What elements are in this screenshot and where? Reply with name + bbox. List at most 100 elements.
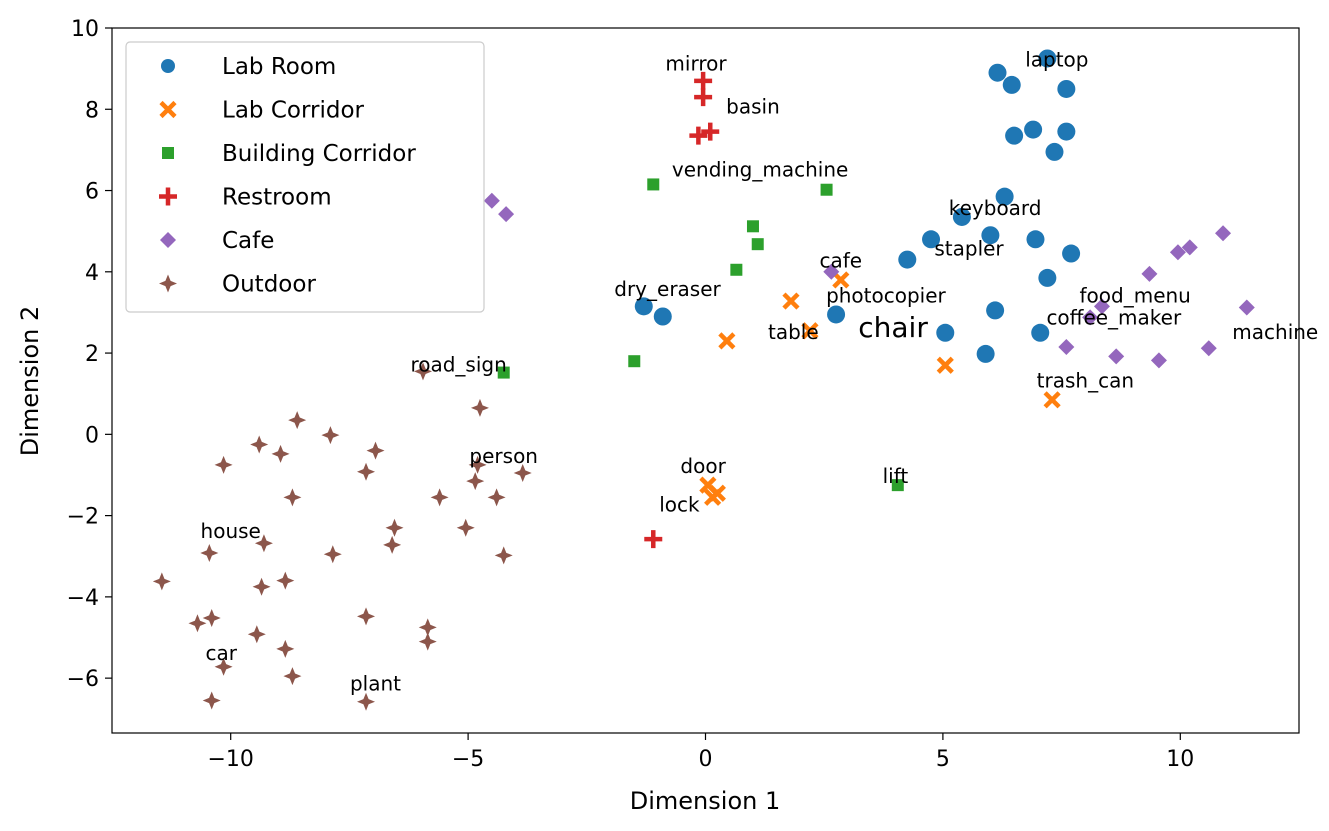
data-point: [272, 445, 290, 463]
data-point: [730, 264, 742, 276]
y-axis: −6−4−20246810: [67, 17, 112, 692]
point-label: dry_eraser: [614, 277, 721, 301]
point-label: laptop: [1025, 48, 1088, 72]
data-point: [153, 572, 171, 590]
data-point: [936, 324, 954, 342]
legend-label: Lab Room: [222, 54, 336, 80]
x-tick-label: 5: [936, 747, 950, 772]
x-tick-label: −10: [207, 747, 253, 772]
data-point: [644, 530, 662, 548]
y-tick-label: 4: [85, 261, 99, 286]
data-point: [276, 572, 294, 590]
y-tick-label: −6: [67, 667, 99, 692]
legend: Lab Room Lab Corridor Building Corridor Res…: [126, 42, 484, 312]
data-point: [1038, 269, 1056, 287]
point-label: door: [680, 454, 726, 478]
data-point: [484, 193, 500, 209]
point-label: cafe: [820, 249, 863, 273]
point-label: road_sign: [410, 352, 506, 376]
point-label: basin: [726, 94, 780, 118]
data-point: [1026, 230, 1044, 248]
data-point: [654, 308, 672, 326]
y-axis-label: Dimension 2: [16, 306, 44, 456]
data-point: [488, 488, 506, 506]
point-label: plant: [350, 671, 401, 695]
data-point: [283, 488, 301, 506]
x-tick-label: 10: [1166, 747, 1194, 772]
data-point: [288, 411, 306, 429]
legend-marker: [162, 147, 174, 159]
data-point: [283, 667, 301, 685]
x-tick-label: −5: [452, 747, 484, 772]
data-point: [989, 64, 1007, 82]
data-point: [1005, 127, 1023, 145]
data-point: [1141, 266, 1157, 282]
data-point: [188, 614, 206, 632]
data-point: [357, 463, 375, 481]
point-label: photocopier: [826, 283, 946, 307]
y-tick-label: 8: [85, 98, 99, 123]
data-point: [466, 472, 484, 490]
data-point: [628, 355, 640, 367]
data-point: [248, 625, 266, 643]
data-point: [1024, 121, 1042, 139]
data-point: [324, 545, 342, 563]
data-point: [386, 519, 404, 537]
data-point: [383, 536, 401, 554]
point-label: keyboard: [949, 196, 1042, 220]
data-point: [253, 578, 271, 596]
legend-label: Building Corridor: [222, 141, 416, 167]
series-lab-corridor: [701, 273, 1059, 504]
data-point: [367, 442, 385, 460]
data-point: [694, 88, 712, 106]
point-label: table: [768, 320, 819, 344]
data-point: [457, 519, 475, 537]
point-label: trash_can: [1037, 369, 1134, 393]
data-point: [821, 184, 833, 196]
data-point: [200, 544, 218, 562]
point-label: person: [469, 444, 538, 468]
y-tick-label: 0: [85, 423, 99, 448]
data-point: [1058, 339, 1074, 355]
data-point: [1045, 143, 1063, 161]
y-tick-label: −4: [67, 586, 99, 611]
data-point: [827, 305, 845, 323]
point-label: machine: [1232, 320, 1318, 344]
point-label: stapler: [934, 237, 1004, 261]
data-point: [203, 609, 221, 627]
point-label: lift: [883, 464, 909, 488]
data-point: [784, 294, 798, 308]
data-point: [747, 220, 759, 232]
point-label: lock: [659, 493, 700, 517]
point-label: house: [201, 519, 261, 543]
data-point: [977, 345, 995, 363]
data-point: [250, 435, 268, 453]
x-axis-label: Dimension 1: [630, 787, 780, 815]
series-building-corridor: [498, 178, 904, 491]
data-point: [471, 399, 489, 417]
legend-marker: [161, 59, 175, 73]
x-axis: −10 −5 0 5 10: [207, 733, 1194, 772]
data-point: [986, 301, 1004, 319]
y-tick-label: 2: [85, 342, 99, 367]
legend-label: Outdoor: [222, 272, 316, 298]
point-label: coffee_maker: [1046, 306, 1182, 330]
data-point: [1062, 245, 1080, 263]
data-point: [647, 178, 659, 190]
data-point: [419, 633, 437, 651]
legend-label: Lab Corridor: [222, 98, 365, 124]
data-point: [1057, 80, 1075, 98]
point-label: food_menu: [1080, 283, 1191, 307]
point-label: chair: [858, 311, 928, 344]
y-tick-label: 10: [71, 17, 99, 42]
data-point: [1045, 393, 1059, 407]
data-point: [357, 693, 375, 711]
point-label: vending_machine: [672, 157, 848, 181]
point-label: mirror: [665, 52, 727, 76]
data-point: [752, 238, 764, 250]
data-point: [1201, 340, 1217, 356]
data-point: [276, 640, 294, 658]
legend-label: Cafe: [222, 228, 274, 254]
data-point: [321, 426, 339, 444]
